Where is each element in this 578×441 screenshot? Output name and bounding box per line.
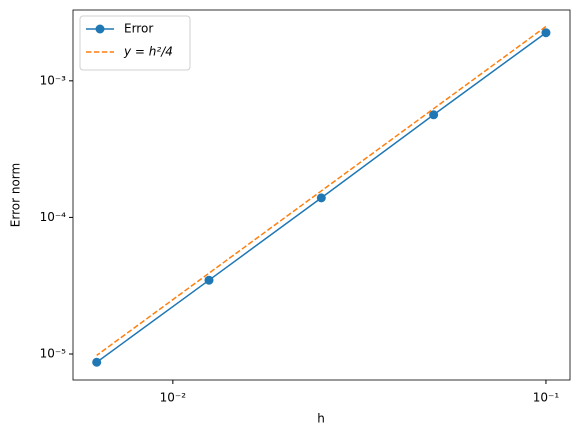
y-tick-label: 10⁻⁵ — [40, 346, 67, 360]
legend-marker — [95, 24, 105, 34]
marker — [92, 357, 102, 367]
x-axis-label: h — [317, 412, 325, 426]
marker — [541, 28, 551, 38]
y-tick-label: 10⁻⁴ — [40, 210, 67, 224]
series-line — [96, 25, 547, 357]
marker — [429, 110, 439, 120]
legend-label: Error — [124, 22, 153, 36]
marker — [204, 275, 214, 285]
plot-frame — [72, 9, 571, 381]
marker — [316, 193, 326, 203]
y-axis-label: Error norm — [9, 163, 23, 227]
y-tick-label: 10⁻³ — [40, 73, 67, 87]
x-tick-label: 10⁻¹ — [533, 391, 560, 405]
x-tick-label: 10⁻² — [160, 391, 187, 405]
legend-label: y = h²/4 — [123, 45, 173, 59]
